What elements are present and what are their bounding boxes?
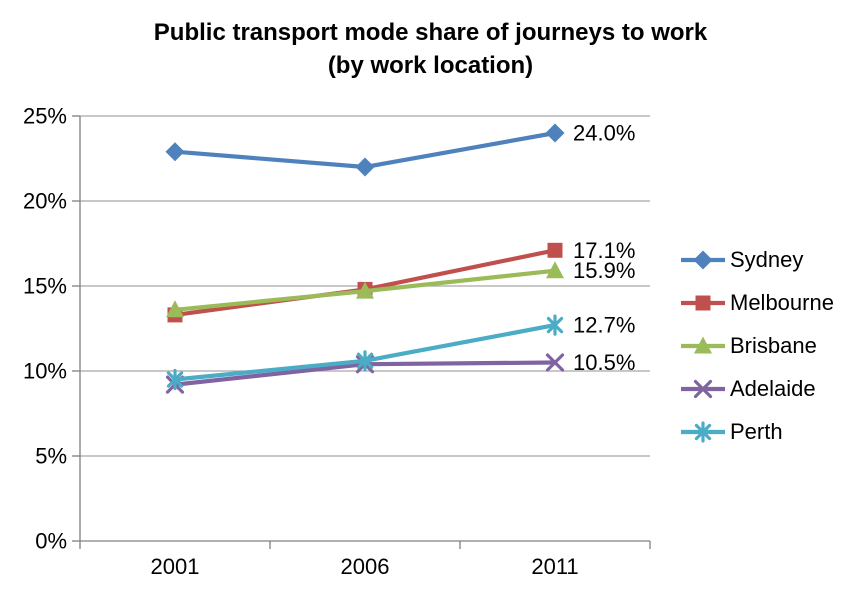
legend-item-melbourne: Melbourne bbox=[680, 281, 834, 324]
legend-item-perth: Perth bbox=[680, 410, 834, 453]
data-label-melbourne: 17.1% bbox=[573, 238, 635, 263]
legend-glyph-adelaide bbox=[693, 379, 713, 398]
marker-adelaide bbox=[545, 353, 565, 372]
legend-label-melbourne: Melbourne bbox=[730, 289, 834, 315]
marker-brisbane bbox=[166, 300, 184, 318]
chart-title-line2: (by work location) bbox=[327, 52, 534, 79]
y-tick-label: 25% bbox=[23, 104, 67, 129]
marker-brisbane bbox=[546, 261, 564, 279]
marker-perth bbox=[356, 350, 374, 372]
marker-melbourne bbox=[547, 242, 563, 258]
y-tick-label: 10% bbox=[23, 359, 67, 384]
legend-label-sydney: Sydney bbox=[730, 246, 804, 272]
legend-marker-perth-icon bbox=[681, 420, 725, 443]
series-perth bbox=[166, 314, 564, 391]
legend-marker-brisbane-icon bbox=[681, 336, 725, 353]
y-tick-label: 0% bbox=[35, 529, 67, 554]
legend-item-brisbane: Brisbane bbox=[680, 324, 834, 367]
marker-sydney bbox=[545, 123, 565, 143]
series-sydney bbox=[165, 123, 565, 177]
legend-glyph-melbourne bbox=[695, 295, 711, 310]
legend-glyph-perth bbox=[694, 420, 712, 443]
legend-marker-adelaide-icon bbox=[681, 379, 725, 398]
y-tick-label: 15% bbox=[23, 274, 67, 299]
marker-brisbane bbox=[356, 281, 374, 299]
marker-perth bbox=[166, 368, 184, 391]
legend: Sydney Melbourne Brisbane Adelaide Perth bbox=[680, 238, 834, 453]
data-label-adelaide: 10.5% bbox=[573, 350, 635, 375]
legend-label-brisbane: Brisbane bbox=[730, 332, 817, 358]
data-label-perth: 12.7% bbox=[573, 313, 635, 338]
marker-sydney bbox=[355, 157, 375, 177]
series-brisbane bbox=[166, 261, 564, 318]
legend-item-sydney: Sydney bbox=[680, 238, 834, 281]
legend-label-perth: Perth bbox=[730, 418, 783, 444]
legend-glyph-sydney bbox=[693, 250, 713, 269]
y-tick-label: 5% bbox=[35, 444, 67, 469]
y-tick-label: 20% bbox=[23, 189, 67, 214]
legend-marker-melbourne-icon bbox=[681, 295, 725, 310]
x-tick-label: 2011 bbox=[531, 554, 578, 579]
x-tick-label: 2006 bbox=[341, 554, 390, 579]
legend-marker-sydney-icon bbox=[681, 250, 725, 269]
data-label-sydney: 24.0% bbox=[573, 121, 635, 146]
x-tick-label: 2001 bbox=[151, 554, 200, 579]
legend-item-adelaide: Adelaide bbox=[680, 367, 834, 410]
legend-label-adelaide: Adelaide bbox=[730, 375, 816, 401]
legend-glyph-brisbane bbox=[694, 336, 712, 353]
marker-sydney bbox=[165, 142, 185, 162]
marker-perth bbox=[546, 314, 564, 336]
data-label-brisbane: 15.9% bbox=[573, 258, 635, 283]
chart-title-line1: Public transport mode share of journeys … bbox=[153, 19, 708, 46]
chart-title: Public transport mode share of journeys … bbox=[0, 16, 861, 82]
